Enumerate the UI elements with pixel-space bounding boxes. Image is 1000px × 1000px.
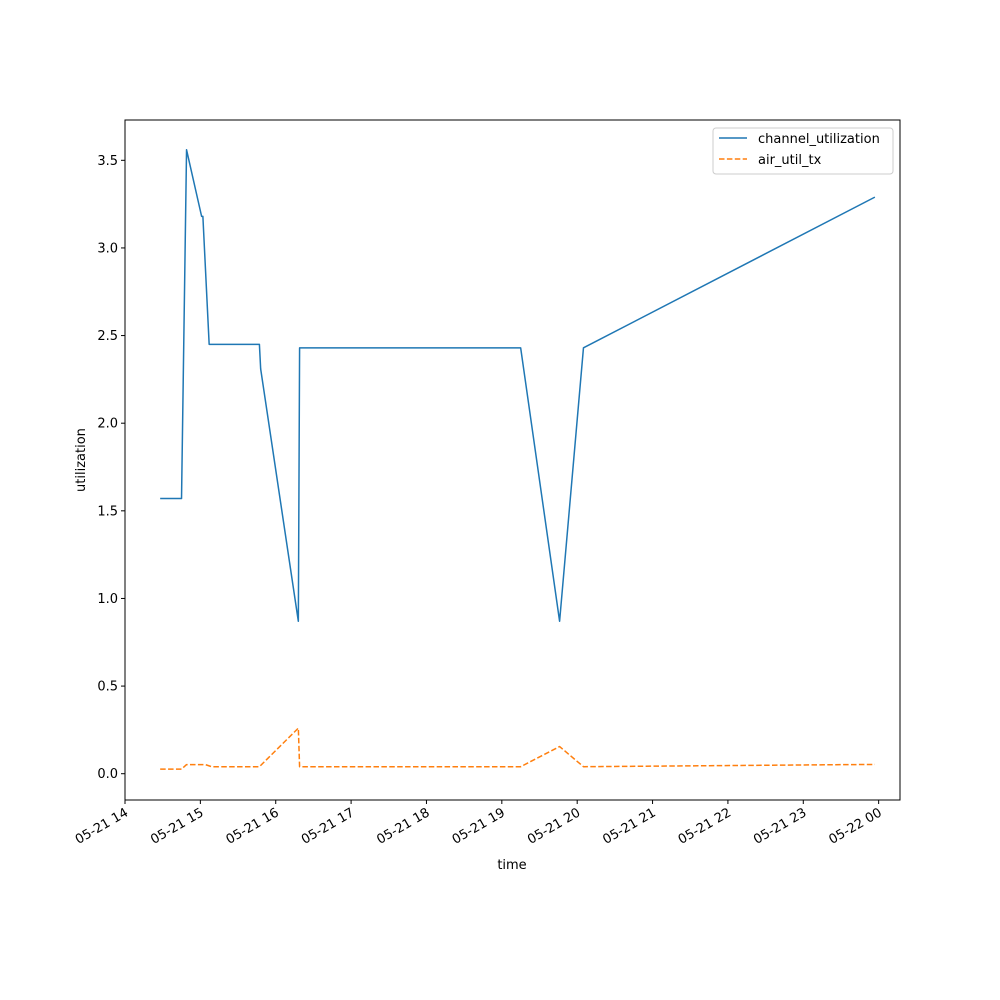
y-tick-label: 2.5 bbox=[97, 329, 118, 344]
series-line-air-util-tx bbox=[160, 727, 875, 770]
y-tick-label: 3.5 bbox=[97, 154, 118, 169]
plot-frame bbox=[124, 119, 901, 801]
y-tick-label: 3.0 bbox=[97, 241, 118, 256]
legend-label-air-util-tx: air_util_tx bbox=[758, 153, 822, 168]
series-line-channel-utilization bbox=[160, 149, 876, 622]
legend: channel_utilization air_util_tx bbox=[712, 127, 894, 175]
series-layer bbox=[160, 149, 876, 770]
y-axis-label: utilization bbox=[74, 428, 89, 492]
x-axis-label: time bbox=[497, 858, 526, 873]
y-tick-label: 2.0 bbox=[97, 417, 118, 432]
legend-label-channel-utilization: channel_utilization bbox=[758, 132, 880, 147]
y-tick-label: 1.5 bbox=[97, 504, 118, 519]
legend-box bbox=[712, 127, 894, 175]
y-tick-label: 0.5 bbox=[97, 680, 118, 695]
y-tick-label: 1.0 bbox=[97, 592, 118, 607]
y-axis: 0.0 0.5 1.0 1.5 2.0 2.5 3.0 3.5 bbox=[97, 154, 125, 782]
y-tick-label: 0.0 bbox=[97, 767, 118, 782]
